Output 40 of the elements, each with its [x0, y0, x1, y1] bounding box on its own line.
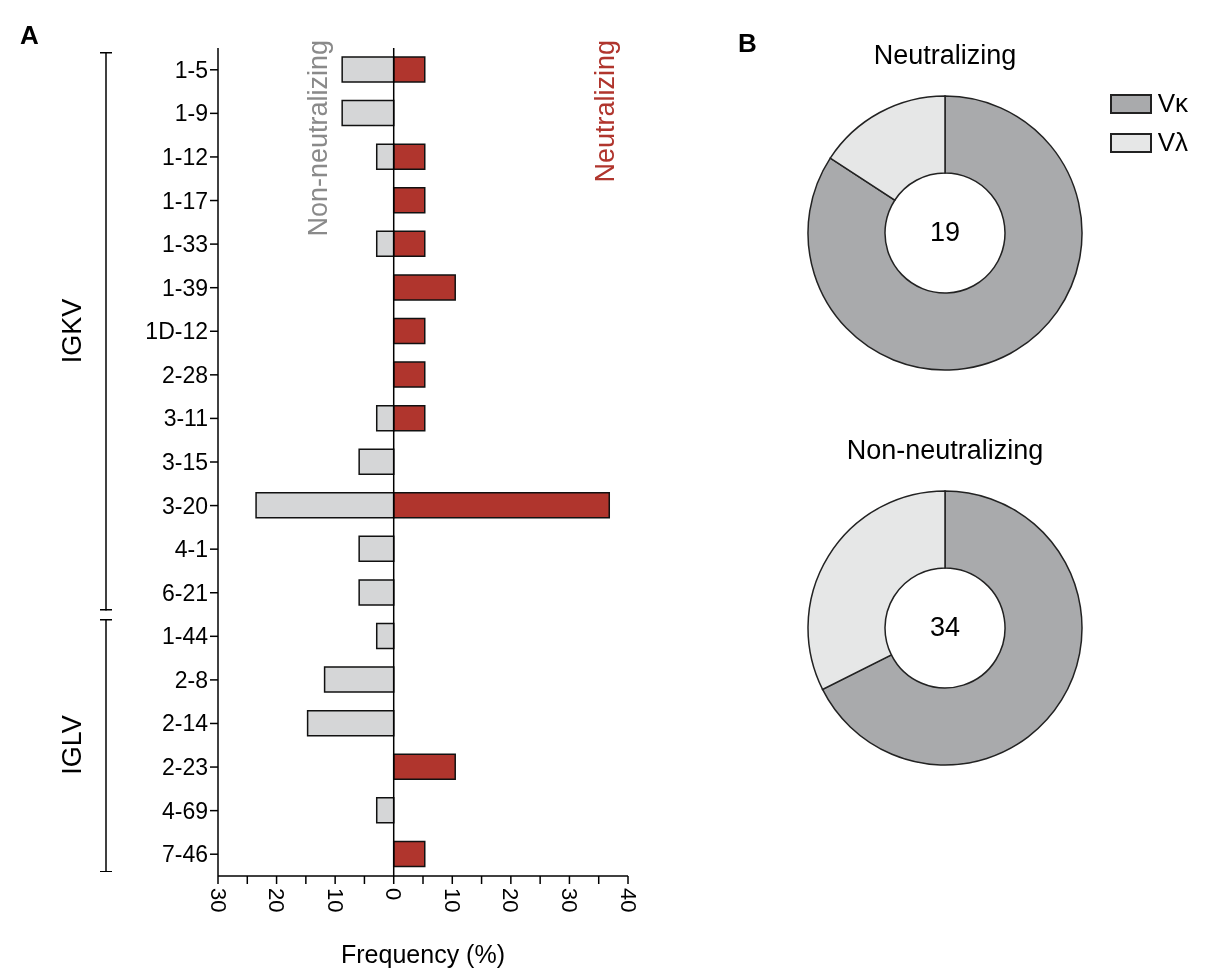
- text: Neutralizing: [589, 40, 621, 183]
- x-tick-label: 0: [381, 888, 407, 901]
- x-tick-label: 10: [439, 888, 465, 913]
- y-tick-label: 1-33: [161, 231, 208, 258]
- y-tick-label: 2-14: [161, 710, 209, 737]
- y-tick-label: 3-11: [163, 405, 208, 432]
- text: 34: [928, 612, 961, 643]
- text: Non-neutralizing: [302, 40, 334, 237]
- y-tick-label: 1-17: [161, 187, 208, 214]
- text: A: [20, 20, 39, 51]
- y-tick-label: 3-20: [161, 492, 208, 519]
- y-tick-label: 3-15: [161, 449, 208, 475]
- x-tick-label: 10: [322, 888, 348, 913]
- x-axis-title: Frequency (%): [340, 940, 506, 969]
- text: 19: [928, 217, 961, 248]
- x-tick-label: 20: [498, 888, 524, 913]
- x-tick-label: 20: [264, 888, 290, 913]
- y-tick-label: 1-5: [174, 56, 208, 83]
- text: IGLV: [56, 715, 88, 776]
- legend-label: Vλ: [1157, 127, 1188, 158]
- text: IGKV: [56, 298, 88, 364]
- y-tick-label: 1-39: [161, 274, 208, 301]
- x-tick-label: 30: [556, 888, 582, 913]
- x-tick-label: 30: [205, 888, 231, 913]
- y-tick-label: 4-69: [161, 797, 208, 824]
- y-tick-label: 2-28: [161, 361, 208, 388]
- chart-title: Non-neutralizing: [845, 435, 1045, 466]
- text: B: [738, 28, 757, 59]
- y-tick-label: 1-44: [161, 623, 209, 650]
- y-tick-label: 7-46: [161, 841, 208, 868]
- chart-title: Neutralizing: [872, 40, 1018, 71]
- y-tick-label: 2-23: [161, 754, 208, 781]
- y-tick-label: 6-21: [161, 579, 208, 606]
- legend-label: Vκ: [1157, 88, 1188, 119]
- y-tick-label: 4-1: [174, 536, 208, 563]
- y-tick-label: 1-9: [174, 100, 208, 127]
- y-tick-label: 1D-12: [145, 318, 208, 345]
- x-tick-label: 40: [615, 888, 641, 913]
- y-tick-label: 2-8: [174, 666, 208, 693]
- y-tick-label: 1-12: [161, 143, 208, 170]
